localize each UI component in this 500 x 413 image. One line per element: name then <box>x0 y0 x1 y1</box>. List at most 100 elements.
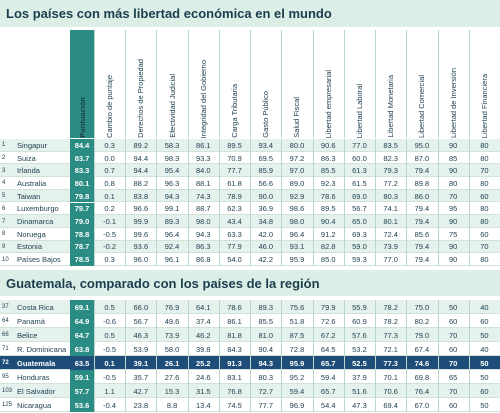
column-separator <box>312 30 314 138</box>
column-header: Cambio de puntaje <box>94 30 125 138</box>
value: 70 <box>448 191 458 201</box>
table-row <box>0 300 500 314</box>
value: 69.3 <box>352 229 367 239</box>
column-separator <box>94 139 95 266</box>
value: 70 <box>448 330 458 340</box>
value: 50 <box>448 302 458 312</box>
country: R. Dominicana <box>17 344 67 354</box>
value: 91.2 <box>320 229 336 239</box>
column-header: Efectividad Judicial <box>156 30 187 138</box>
table-row <box>0 398 500 412</box>
value: 76.8 <box>227 386 242 396</box>
value: 0.0 <box>104 153 115 163</box>
value: 76.9 <box>164 302 180 312</box>
table-row <box>0 227 500 241</box>
value: 90.6 <box>320 140 336 150</box>
country: Costa Rica <box>17 302 54 312</box>
value: 88.7 <box>195 204 211 214</box>
column-separator <box>187 300 189 412</box>
column-header: Gasto Público <box>250 30 281 138</box>
value: 92.3 <box>320 178 336 188</box>
column-separator <box>250 30 252 138</box>
value: 94.3 <box>258 358 274 368</box>
value: 67.4 <box>414 344 430 354</box>
value: 69.0 <box>352 191 367 201</box>
value: 74.1 <box>383 204 398 214</box>
column-header-text: Efectividad Judicial <box>167 74 177 138</box>
table-row <box>0 370 500 384</box>
value: 53.9 <box>133 344 149 354</box>
value: 50 <box>480 400 489 410</box>
value: 75 <box>448 229 458 239</box>
value: 73.9 <box>164 330 180 340</box>
value: 35.7 <box>133 372 149 382</box>
value: 77.3 <box>383 358 398 368</box>
rank: 64 <box>2 318 9 324</box>
value: 56.7 <box>352 204 367 214</box>
value: 23.8 <box>133 400 149 410</box>
value: 95.0 <box>414 140 430 150</box>
value: 57.6 <box>352 330 367 340</box>
value: 80.3 <box>258 372 274 382</box>
value: 61.8 <box>227 178 242 188</box>
column-header: Libertad Financiera <box>469 30 500 138</box>
value: 80 <box>480 217 489 227</box>
value: 72.6 <box>320 316 336 326</box>
column-separator <box>312 300 314 412</box>
value: 54.0 <box>227 255 242 265</box>
value: 79.4 <box>414 255 430 265</box>
value: 0.7 <box>104 166 115 176</box>
value: 58.0 <box>164 344 180 354</box>
value: 53.2 <box>352 344 367 354</box>
column-header: Libertad Comercial <box>406 30 437 138</box>
value: 65.0 <box>352 217 367 227</box>
column-separator <box>281 30 283 138</box>
value: 74.3 <box>195 191 211 201</box>
value: 66.0 <box>133 302 149 312</box>
value: 27.6 <box>164 372 180 382</box>
value: 36.9 <box>258 204 274 214</box>
value: 77.7 <box>227 166 242 176</box>
score: 79.7 <box>70 202 94 216</box>
value: 84.0 <box>195 166 211 176</box>
value: 90 <box>448 255 458 265</box>
column-separator <box>250 139 252 266</box>
value: 80 <box>480 255 489 265</box>
value: 92.9 <box>289 191 305 201</box>
column-separator <box>125 300 127 412</box>
value: 40 <box>480 344 489 354</box>
value: 64.1 <box>195 302 211 312</box>
column-header: Libertad empresarial <box>313 30 344 138</box>
table-row <box>0 240 500 254</box>
value: 79.4 <box>414 217 430 227</box>
column-separator <box>437 30 439 138</box>
value: 93.6 <box>133 242 149 252</box>
value: 37.4 <box>195 316 211 326</box>
value: 95.9 <box>289 255 305 265</box>
value: 50 <box>480 358 489 368</box>
value: 89.3 <box>258 302 274 312</box>
value: 49.6 <box>164 316 180 326</box>
value: -0.1 <box>103 217 117 227</box>
value: 0.1 <box>104 191 115 201</box>
value: 70 <box>448 358 458 368</box>
score: 83.3 <box>70 164 94 178</box>
value: 86.0 <box>414 191 430 201</box>
value: 92.4 <box>164 242 180 252</box>
score: 63.5 <box>70 356 94 370</box>
value: 96.4 <box>289 229 305 239</box>
value: 77.3 <box>383 330 398 340</box>
value: 80 <box>480 153 489 163</box>
value: 99.9 <box>133 217 149 227</box>
value: 85.6 <box>414 229 430 239</box>
value: -0.5 <box>103 229 117 239</box>
country: Singapur <box>17 140 48 150</box>
value: 65 <box>448 372 458 382</box>
value: 89.5 <box>320 204 336 214</box>
value: 80.3 <box>383 191 398 201</box>
score: 80.1 <box>70 177 94 190</box>
country: Suiza <box>17 153 36 163</box>
value: 89.8 <box>414 178 430 188</box>
column-separator <box>94 300 95 412</box>
country: Belice <box>17 330 38 340</box>
